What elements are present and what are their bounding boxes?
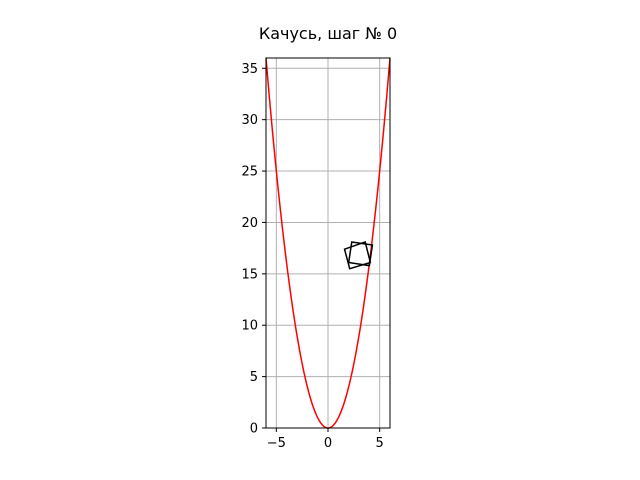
grid (266, 58, 390, 429)
y-tick-label: 30 (241, 113, 258, 128)
y-tick-label: 15 (241, 267, 258, 282)
x-tick-label: 0 (324, 436, 332, 451)
y-tick-label: 25 (241, 165, 258, 180)
squares-layer (343, 240, 374, 270)
y-tick-label: 0 (250, 422, 258, 437)
x-tick-label: 5 (376, 436, 384, 451)
y-tick-label: 20 (241, 216, 258, 231)
y-tick-label: 10 (241, 319, 258, 334)
x-tick-label: −5 (267, 436, 286, 451)
y-tick-label: 35 (241, 62, 258, 77)
chart-title: Качусь, шаг № 0 (259, 24, 397, 43)
ticks: −5 0 5 0 5 10 15 20 25 30 35 (241, 62, 383, 451)
square-shape (343, 240, 372, 270)
y-tick-label: 5 (250, 370, 258, 385)
